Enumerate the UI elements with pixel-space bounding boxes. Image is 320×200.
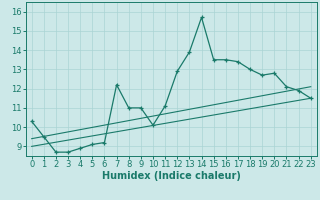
X-axis label: Humidex (Indice chaleur): Humidex (Indice chaleur) [102,171,241,181]
